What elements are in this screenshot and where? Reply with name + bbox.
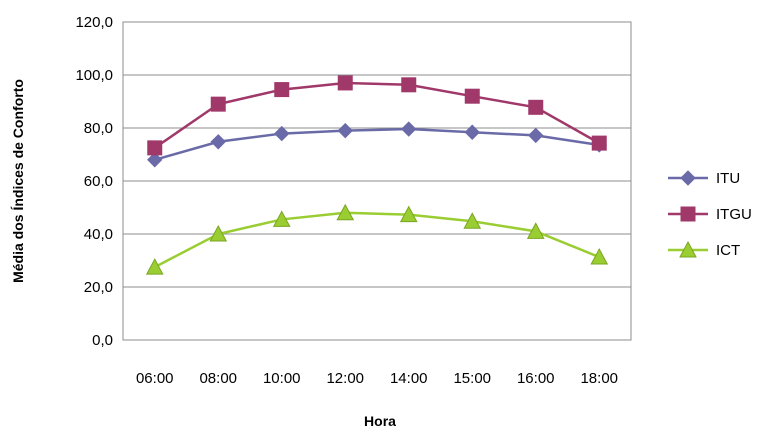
series-line-ict bbox=[154, 211, 600, 269]
x-axis-ticks: 06:00 08:00 10:00 12:00 14:00 15:00 16:00 18:00 bbox=[136, 370, 618, 387]
data-point-itgu bbox=[274, 82, 290, 98]
legend-label-ict: ICT bbox=[716, 242, 740, 259]
x-tick-label: 15:00 bbox=[453, 370, 491, 387]
y-tick-label: 100,0 bbox=[75, 67, 113, 84]
legend-marker-itgu bbox=[680, 206, 696, 222]
series-markers bbox=[145, 75, 609, 275]
x-axis-title: Hora bbox=[364, 413, 396, 429]
legend-label-itu: ITU bbox=[716, 170, 740, 187]
data-point-itgu bbox=[464, 88, 480, 104]
legend-marker-ict bbox=[679, 240, 697, 258]
x-tick-label: 18:00 bbox=[580, 370, 618, 387]
series-lines bbox=[154, 81, 600, 269]
x-tick-label: 08:00 bbox=[199, 370, 237, 387]
data-point-ict bbox=[399, 205, 418, 223]
y-tick-label: 80,0 bbox=[84, 120, 113, 137]
data-point-ict bbox=[590, 247, 609, 265]
data-point-itgu bbox=[528, 99, 544, 115]
data-point-itu bbox=[274, 125, 290, 142]
series-line-itgu bbox=[154, 81, 600, 149]
plot-area: 0,0 20,0 40,0 60,0 80,0 100,0 120,0 06:00 08:00… bbox=[75, 14, 632, 387]
data-point-ict bbox=[272, 210, 291, 227]
data-point-itgu bbox=[591, 135, 607, 151]
legend-marker-itu bbox=[680, 170, 696, 186]
x-tick-label: 12:00 bbox=[326, 370, 364, 387]
data-point-ict bbox=[463, 212, 482, 229]
data-point-itu bbox=[528, 127, 544, 144]
gridlines bbox=[123, 74, 631, 288]
y-tick-label: 40,0 bbox=[84, 226, 113, 243]
data-point-itu bbox=[464, 124, 480, 140]
data-point-itu bbox=[147, 152, 163, 168]
y-axis-ticks: 0,0 20,0 40,0 60,0 80,0 100,0 120,0 bbox=[75, 14, 113, 349]
data-point-itu bbox=[401, 121, 417, 137]
data-point-ict bbox=[145, 258, 164, 275]
data-point-itgu bbox=[210, 96, 226, 112]
y-tick-label: 120,0 bbox=[75, 14, 113, 31]
data-point-itu bbox=[337, 122, 353, 139]
data-point-itu bbox=[210, 134, 226, 150]
data-point-ict bbox=[209, 224, 228, 242]
series-line-itu bbox=[154, 127, 600, 162]
data-point-itgu bbox=[401, 77, 417, 93]
data-point-itgu bbox=[337, 75, 353, 91]
x-tick-label: 10:00 bbox=[263, 370, 301, 387]
data-point-ict bbox=[526, 222, 545, 239]
data-point-ict bbox=[336, 203, 355, 221]
data-point-itgu bbox=[147, 140, 163, 156]
y-tick-label: 0,0 bbox=[92, 332, 113, 349]
x-tick-label: 16:00 bbox=[517, 370, 555, 387]
legend: ITU ITGU ICT bbox=[668, 170, 752, 259]
y-tick-label: 20,0 bbox=[84, 279, 113, 296]
y-tick-label: 60,0 bbox=[84, 173, 113, 190]
y-axis-title: Média dos Índices de Conforto bbox=[10, 79, 26, 283]
x-tick-label: 14:00 bbox=[390, 370, 428, 387]
legend-label-itgu: ITGU bbox=[716, 206, 752, 223]
x-tick-label: 06:00 bbox=[136, 370, 174, 387]
